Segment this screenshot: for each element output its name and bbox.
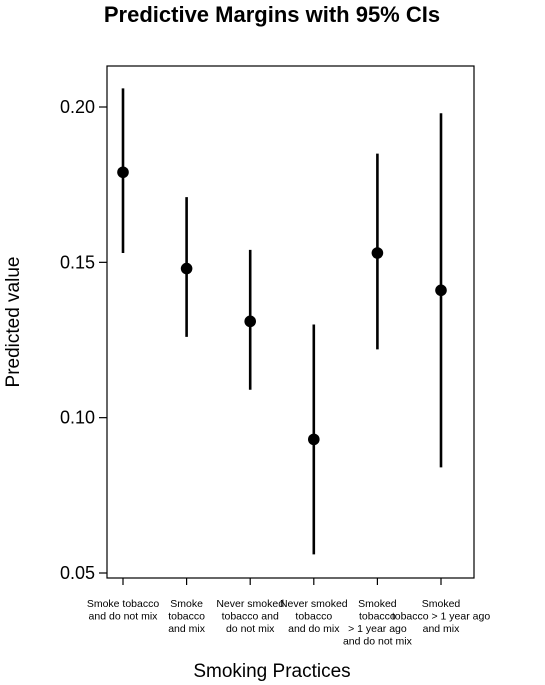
x-axis: Smoke tobacco and do not mix Smoke tobacco a…: [87, 578, 491, 648]
x-tick-label: Smoke tobacco and mix: [168, 598, 206, 635]
x-tick-label: Never smoked tobacco and do not mix: [216, 598, 284, 635]
y-tick-label: 0.05: [60, 563, 95, 583]
point-estimate: [435, 284, 447, 297]
x-tick-label: Smoked tobacco > 1 year ago and do not mix: [343, 598, 413, 648]
point-estimate: [180, 262, 193, 275]
plot-area: [106, 65, 475, 579]
y-tick-label: 0.20: [60, 97, 95, 117]
x-tick-label: Smoke tobacco and do not mix: [87, 598, 160, 623]
y-axis-label: Predicted value: [3, 257, 24, 388]
y-tick-label: 0.10: [60, 408, 95, 428]
y-tick-label: 0.15: [60, 252, 95, 272]
chart-title: Predictive Margins with 95% CIs: [104, 2, 440, 27]
point-estimate: [308, 433, 320, 446]
x-tick-label: Never smoked tobacco and do mix: [280, 598, 348, 635]
point-estimate: [117, 166, 129, 179]
x-tick-label: Smoked tobacco > 1 year ago and mix: [392, 598, 491, 635]
point-estimate: [244, 315, 256, 328]
data-marks: [117, 88, 447, 555]
y-axis: 0.05 0.10 0.15 0.20: [60, 97, 107, 583]
point-estimate: [371, 247, 384, 259]
x-axis-label: Smoking Practices: [193, 661, 350, 682]
